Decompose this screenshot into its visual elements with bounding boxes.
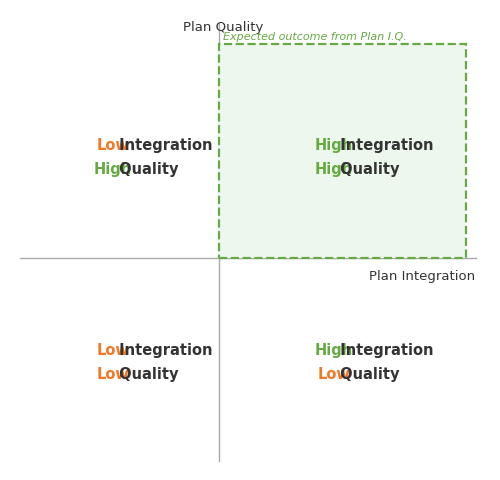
Text: Integration: Integration <box>114 138 212 153</box>
Bar <box>219 44 466 258</box>
Text: High: High <box>315 343 353 358</box>
Text: Quality: Quality <box>334 367 399 382</box>
Text: Low: Low <box>97 367 130 382</box>
Text: Integration: Integration <box>114 343 212 358</box>
Text: Low: Low <box>97 343 130 358</box>
Text: High: High <box>315 162 353 177</box>
Text: High: High <box>315 138 353 153</box>
Text: Low: Low <box>97 138 130 153</box>
Text: Low: Low <box>318 367 350 382</box>
Text: Quality: Quality <box>114 162 178 177</box>
Text: High: High <box>94 162 132 177</box>
Text: Plan Quality: Plan Quality <box>184 21 264 34</box>
Text: Quality: Quality <box>334 162 399 177</box>
Text: Quality: Quality <box>114 367 178 382</box>
Text: Expected outcome from Plan I.Q.: Expected outcome from Plan I.Q. <box>222 32 406 42</box>
Text: Integration: Integration <box>334 138 433 153</box>
Text: Integration: Integration <box>334 343 433 358</box>
Text: Plan Integration: Plan Integration <box>370 270 476 283</box>
